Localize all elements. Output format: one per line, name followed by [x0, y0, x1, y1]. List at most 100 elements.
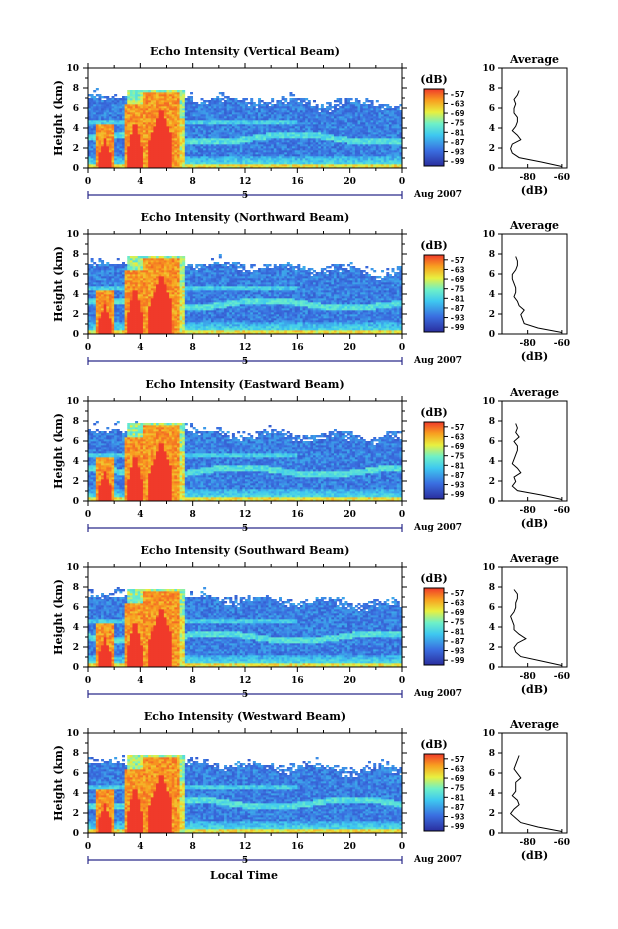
colorbar-tick-label: -69 [450, 608, 465, 617]
heatmap-field [88, 421, 403, 502]
colorbar-tick-label: -69 [450, 275, 465, 284]
date-label: 5 [242, 856, 248, 866]
average-y-tick-label: 2 [489, 310, 495, 320]
y-tick-label: 0 [73, 829, 79, 839]
average-y-tick-label: 8 [489, 250, 495, 260]
average-x-tick-label: -60 [554, 838, 570, 848]
y-tick-label: 4 [73, 290, 79, 300]
panel-4: Echo Intensity (Westward Beam) 0 2 4 6 8 10 0 4 8… [52, 710, 570, 866]
average-y-tick-label: 4 [489, 623, 495, 633]
colorbar-tick-label: -87 [450, 471, 465, 480]
y-axis-label: Height (km) [52, 413, 65, 489]
heatmap-field [88, 254, 403, 335]
x-tick-label: 0 [85, 177, 91, 187]
colorbar-tick-label: -81 [450, 793, 465, 802]
average-y-tick-label: 4 [489, 457, 495, 467]
date-label: 5 [242, 357, 248, 367]
y-tick-label: 6 [73, 270, 79, 280]
average-y-tick-label: 8 [489, 84, 495, 94]
x-tick-label: 0 [399, 676, 405, 686]
average-x-tick-label: -80 [520, 672, 536, 682]
average-y-tick-label: 6 [489, 104, 495, 114]
average-xlabel: (dB) [521, 683, 548, 696]
average-x-tick-label: -60 [554, 173, 570, 183]
panel-2: Echo Intensity (Eastward Beam) 0 2 4 6 8 10 0 4 8… [52, 378, 570, 534]
colorbar-tick-label: -93 [450, 813, 465, 822]
colorbar-tick-label: -99 [450, 490, 465, 499]
average-y-tick-label: 10 [482, 563, 495, 573]
x-tick-label: 0 [85, 842, 91, 852]
x-tick-label: 20 [343, 343, 356, 353]
average-profile-line [510, 90, 563, 167]
colorbar-tick-label: -81 [450, 627, 465, 636]
average-title: Average [509, 552, 559, 565]
x-tick-label: 4 [137, 510, 143, 520]
heatmap-field [88, 755, 403, 834]
y-tick-label: 2 [73, 643, 79, 653]
average-x-tick-label: -60 [554, 339, 570, 349]
average-y-tick-label: 6 [489, 603, 495, 613]
y-tick-label: 8 [73, 583, 79, 593]
colorbar-tick-label: -63 [450, 265, 465, 274]
panel-3: Echo Intensity (Southward Beam) 0 2 4 6 8 10 0 4… [52, 544, 570, 700]
average-profile-line [511, 423, 563, 500]
average-frame [501, 233, 568, 335]
date-label: 5 [242, 191, 248, 201]
x-tick-label: 16 [291, 343, 304, 353]
colorbar-tick-label: -63 [450, 764, 465, 773]
y-tick-label: 4 [73, 457, 79, 467]
x-tick-label: 12 [239, 510, 252, 520]
x-tick-label: 0 [85, 676, 91, 686]
average-y-tick-label: 10 [482, 397, 495, 407]
colorbar-unit: (dB) [420, 239, 447, 252]
colorbar-tick-label: -57 [450, 90, 465, 99]
x-tick-label: 8 [190, 842, 196, 852]
average-y-tick-label: 8 [489, 749, 495, 759]
y-tick-label: 4 [73, 124, 79, 134]
average-profile-line [509, 755, 562, 832]
average-title: Average [509, 219, 559, 232]
y-tick-label: 6 [73, 603, 79, 613]
average-frame [501, 400, 568, 502]
colorbar-tick-label: -99 [450, 157, 465, 166]
y-axis-label: Height (km) [52, 579, 65, 655]
x-tick-label: 4 [137, 676, 143, 686]
y-tick-label: 2 [73, 310, 79, 320]
colorbar-tick-label: -81 [450, 294, 465, 303]
colorbar-tick-label: -57 [450, 589, 465, 598]
y-axis-label: Height (km) [52, 246, 65, 322]
y-tick-label: 0 [73, 164, 79, 174]
y-tick-label: 4 [73, 789, 79, 799]
average-xlabel: (dB) [521, 350, 548, 363]
x-tick-label: 8 [190, 676, 196, 686]
x-tick-label: 4 [137, 343, 143, 353]
y-axis-label: Height (km) [52, 745, 65, 821]
month-label: Aug 2007 [413, 356, 462, 366]
average-y-tick-label: 2 [489, 809, 495, 819]
average-y-tick-label: 4 [489, 124, 495, 134]
average-x-tick-label: -80 [520, 506, 536, 516]
panel-1: Echo Intensity (Northward Beam) 0 2 4 6 8 10 0 4… [52, 211, 570, 367]
x-tick-label: 12 [239, 676, 252, 686]
colorbar-tick-label: -75 [450, 784, 465, 793]
colorbar-tick-label: -57 [450, 256, 465, 265]
x-tick-label: 12 [239, 842, 252, 852]
x-tick-label: 16 [291, 842, 304, 852]
y-tick-label: 10 [66, 563, 79, 573]
colorbar-tick-label: -93 [450, 314, 465, 323]
average-frame [501, 67, 568, 169]
average-y-tick-label: 6 [489, 437, 495, 447]
average-y-tick-label: 0 [489, 497, 495, 507]
panel-0: Echo Intensity (Vertical Beam) 0 2 4 6 8 10 0 4 8… [52, 45, 570, 201]
panel-title: Echo Intensity (Westward Beam) [144, 710, 346, 723]
colorbar-tick-label: -93 [450, 647, 465, 656]
x-tick-label: 0 [85, 343, 91, 353]
x-tick-label: 20 [343, 842, 356, 852]
x-tick-label: 20 [343, 177, 356, 187]
heatmap-field [88, 587, 403, 668]
x-tick-label: 0 [399, 343, 405, 353]
month-label: Aug 2007 [413, 523, 462, 533]
average-title: Average [509, 53, 559, 66]
y-tick-label: 8 [73, 250, 79, 260]
